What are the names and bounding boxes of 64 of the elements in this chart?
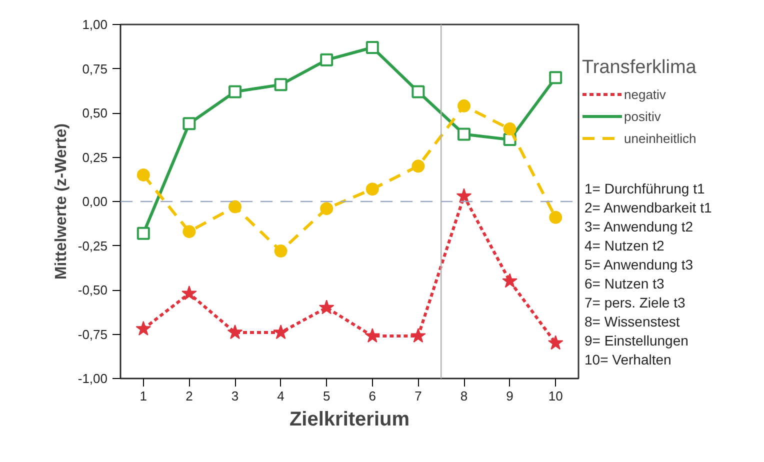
y-tick-label: 0,75 [82, 61, 108, 76]
point [364, 328, 380, 343]
point [136, 168, 150, 182]
point [412, 160, 425, 173]
x-tick-label: 6 [368, 388, 376, 404]
x-tick-label: 2 [186, 388, 193, 404]
x-tick-label: 9 [506, 388, 514, 404]
point [320, 53, 334, 66]
point [318, 300, 334, 314]
point [366, 41, 379, 54]
point [273, 324, 288, 340]
x-tick-label: 4 [277, 388, 284, 404]
y-tick-label: 0,00 [82, 194, 108, 209]
legend-label: negativ [624, 86, 666, 102]
point [412, 85, 425, 98]
legend-title: Transferklima [582, 57, 696, 79]
point [182, 286, 197, 300]
text: 7= pers. Ziele t3 [584, 294, 686, 310]
text: 1= Durchführung t1 [584, 180, 705, 196]
point [502, 273, 518, 288]
point [274, 244, 288, 258]
y-tick-label: 0,25 [82, 150, 108, 165]
point [549, 71, 562, 84]
point [227, 324, 243, 340]
x-tick-label: 3 [231, 388, 239, 404]
point [410, 328, 426, 343]
y-tick-label: -0,25 [78, 238, 108, 254]
x-tick-label: 10 [548, 388, 563, 404]
x-tick-label: 8 [460, 388, 468, 404]
point [182, 225, 196, 238]
text: 4= Nutzen t2 [584, 238, 664, 254]
point [320, 202, 334, 216]
text: 2= Anwendbarkeit t1 [584, 200, 712, 216]
point [458, 128, 470, 141]
point [549, 210, 562, 224]
y-tick-label: -0,50 [78, 282, 108, 298]
point [136, 320, 152, 336]
x-tick-label: 1 [140, 388, 148, 404]
text: 10= Verhalten [584, 352, 672, 368]
point [228, 200, 242, 214]
y-tick-label: 0,50 [82, 106, 108, 120]
text: 9= Einstellungen [584, 332, 688, 348]
legend-label: uneinheitlich [624, 130, 696, 146]
legend-label: positiv [624, 108, 661, 124]
x-tick-label: 5 [322, 388, 330, 404]
y-axis-title: Mittelwerte (z-Werte) [52, 123, 70, 280]
point [548, 335, 564, 350]
text: 8= Wissenstest [584, 314, 680, 330]
point [136, 226, 150, 240]
y-tick-label: -0,75 [78, 326, 108, 342]
point [274, 78, 288, 92]
x-tick-label: 7 [414, 388, 422, 404]
point [456, 188, 472, 203]
point [366, 182, 379, 196]
text: 3= Anwendung t2 [584, 218, 694, 234]
point [228, 85, 242, 98]
text: 6= Nutzen t3 [584, 276, 664, 292]
y-tick-label: 1,00 [82, 17, 108, 32]
text: 5= Anwendung t3 [584, 256, 694, 272]
y-tick-label: -1,00 [78, 371, 108, 386]
point [503, 122, 516, 136]
x-axis-title: Zielkriterium [289, 408, 410, 430]
point [458, 99, 470, 112]
point [182, 117, 196, 130]
